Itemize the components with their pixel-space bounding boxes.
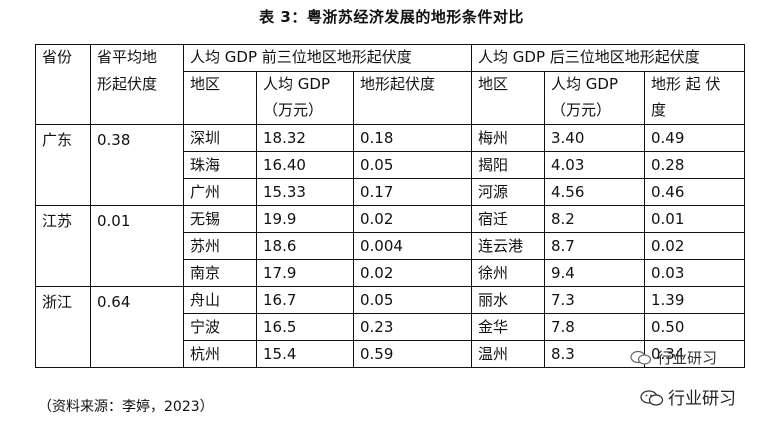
top-region-cell: 广州: [183, 178, 257, 206]
bottom-relief-cell: 0.50: [644, 313, 745, 341]
top-relief-cell: 0.02: [353, 205, 472, 233]
top-gdp-cell: 19.9: [256, 205, 354, 233]
header-top-gdp: 人均 GDP: [256, 71, 354, 98]
top-gdp-cell: 15.33: [256, 178, 354, 206]
bottom-region-cell: 梅州: [471, 124, 545, 152]
bottom-gdp-cell: 8.3: [544, 340, 645, 368]
bottom-gdp-cell: 4.03: [544, 151, 645, 179]
header-top-region: 地区: [183, 71, 257, 98]
header-bottom-gdp: 人均 GDP: [544, 71, 645, 98]
header-bottom-relief: 地形 起 伏: [644, 71, 745, 98]
header-top-gdp-unit: （万元）: [256, 98, 354, 125]
header-bottom-region: 地区: [471, 71, 545, 98]
bottom-region-cell: 河源: [471, 178, 545, 206]
bottom-region-cell: 温州: [471, 340, 545, 368]
top-gdp-cell: 17.9: [256, 259, 354, 287]
top-relief-cell: 0.59: [353, 340, 472, 368]
avg-relief-cell: 0.38: [90, 124, 184, 206]
watermark-text: 行业研习: [657, 349, 718, 367]
top-relief-cell: 0.05: [353, 151, 472, 179]
bottom-relief-cell: 0.46: [644, 178, 745, 206]
terrain-comparison-table: 省份 省平均地 人均 GDP 前三位地区地形起伏度 人均 GDP 后三位地区地形…: [35, 44, 745, 368]
top-region-cell: 宁波: [183, 313, 257, 341]
avg-relief-cell: 0.64: [90, 286, 184, 368]
bottom-relief-cell: 0.03: [644, 259, 745, 287]
top-relief-cell: 0.17: [353, 178, 472, 206]
bottom-relief-cell: 0.34: [644, 340, 745, 368]
top-gdp-cell: 16.5: [256, 313, 354, 341]
header-province: 省份: [35, 44, 91, 72]
top-region-cell: 杭州: [183, 340, 257, 368]
avg-relief-cell: 0.01: [90, 205, 184, 287]
bottom-region-cell: 连云港: [471, 232, 545, 260]
top-gdp-cell: 16.40: [256, 151, 354, 179]
bottom-relief-cell: 0.01: [644, 205, 745, 233]
source-note: （资料来源：李婷，2023）: [38, 399, 214, 415]
bottom-relief-cell: 0.28: [644, 151, 745, 179]
bottom-region-cell: 宿迁: [471, 205, 545, 233]
header-avg-relief-line2: 形起伏度: [90, 71, 184, 98]
bottom-relief-cell: 1.39: [644, 286, 745, 314]
watermark-logo: 行业研习: [640, 384, 736, 409]
top-relief-cell: 0.23: [353, 313, 472, 341]
top-gdp-cell: 16.7: [256, 286, 354, 314]
top-region-cell: 无锡: [183, 205, 257, 233]
empty-cell: [471, 98, 545, 125]
bottom-relief-cell: 0.49: [644, 124, 745, 152]
bottom-gdp-cell: 4.56: [544, 178, 645, 206]
wechat-icon: [640, 389, 664, 406]
header-bottom3-group: 人均 GDP 后三位地区地形起伏度: [471, 44, 745, 72]
top-region-cell: 苏州: [183, 232, 257, 260]
bottom-gdp-cell: 7.3: [544, 286, 645, 314]
top-relief-cell: 0.004: [353, 232, 472, 260]
empty-cell: [353, 98, 472, 125]
top-region-cell: 珠海: [183, 151, 257, 179]
top-gdp-cell: 15.4: [256, 340, 354, 368]
bottom-region-cell: 徐州: [471, 259, 545, 287]
top-relief-cell: 0.18: [353, 124, 472, 152]
top-region-cell: 深圳: [183, 124, 257, 152]
bottom-gdp-cell: 7.8: [544, 313, 645, 341]
table-title: 表 3：粤浙苏经济发展的地形条件对比: [259, 8, 524, 26]
watermark-text: 行业研习: [668, 389, 736, 409]
top-gdp-cell: 18.6: [256, 232, 354, 260]
header-avg-relief-line1: 省平均地: [90, 44, 184, 72]
bottom-region-cell: 丽水: [471, 286, 545, 314]
header-bottom-relief-line2: 度: [644, 98, 745, 125]
empty-cell: [183, 98, 257, 125]
bottom-relief-cell: 0.02: [644, 232, 745, 260]
province-cell: 江苏: [35, 205, 91, 287]
top-relief-cell: 0.02: [353, 259, 472, 287]
header-top3-group: 人均 GDP 前三位地区地形起伏度: [183, 44, 472, 72]
province-cell: 浙江: [35, 286, 91, 368]
watermark-overlay: 行业研习: [630, 347, 717, 368]
bottom-region-cell: 金华: [471, 313, 545, 341]
top-gdp-cell: 18.32: [256, 124, 354, 152]
header-top-relief: 地形起伏度: [353, 71, 472, 98]
wechat-icon: [630, 350, 652, 366]
empty-cell: [90, 98, 184, 125]
bottom-region-cell: 揭阳: [471, 151, 545, 179]
top-region-cell: 舟山: [183, 286, 257, 314]
bottom-gdp-cell: 9.4: [544, 259, 645, 287]
empty-cell: [35, 98, 91, 125]
header-bottom-gdp-unit: （万元）: [544, 98, 645, 125]
bottom-gdp-cell: 8.2: [544, 205, 645, 233]
bottom-gdp-cell: 3.40: [544, 124, 645, 152]
bottom-gdp-cell: 8.7: [544, 232, 645, 260]
province-cell: 广东: [35, 124, 91, 206]
header-province-cont: [35, 71, 91, 98]
top-relief-cell: 0.05: [353, 286, 472, 314]
top-region-cell: 南京: [183, 259, 257, 287]
